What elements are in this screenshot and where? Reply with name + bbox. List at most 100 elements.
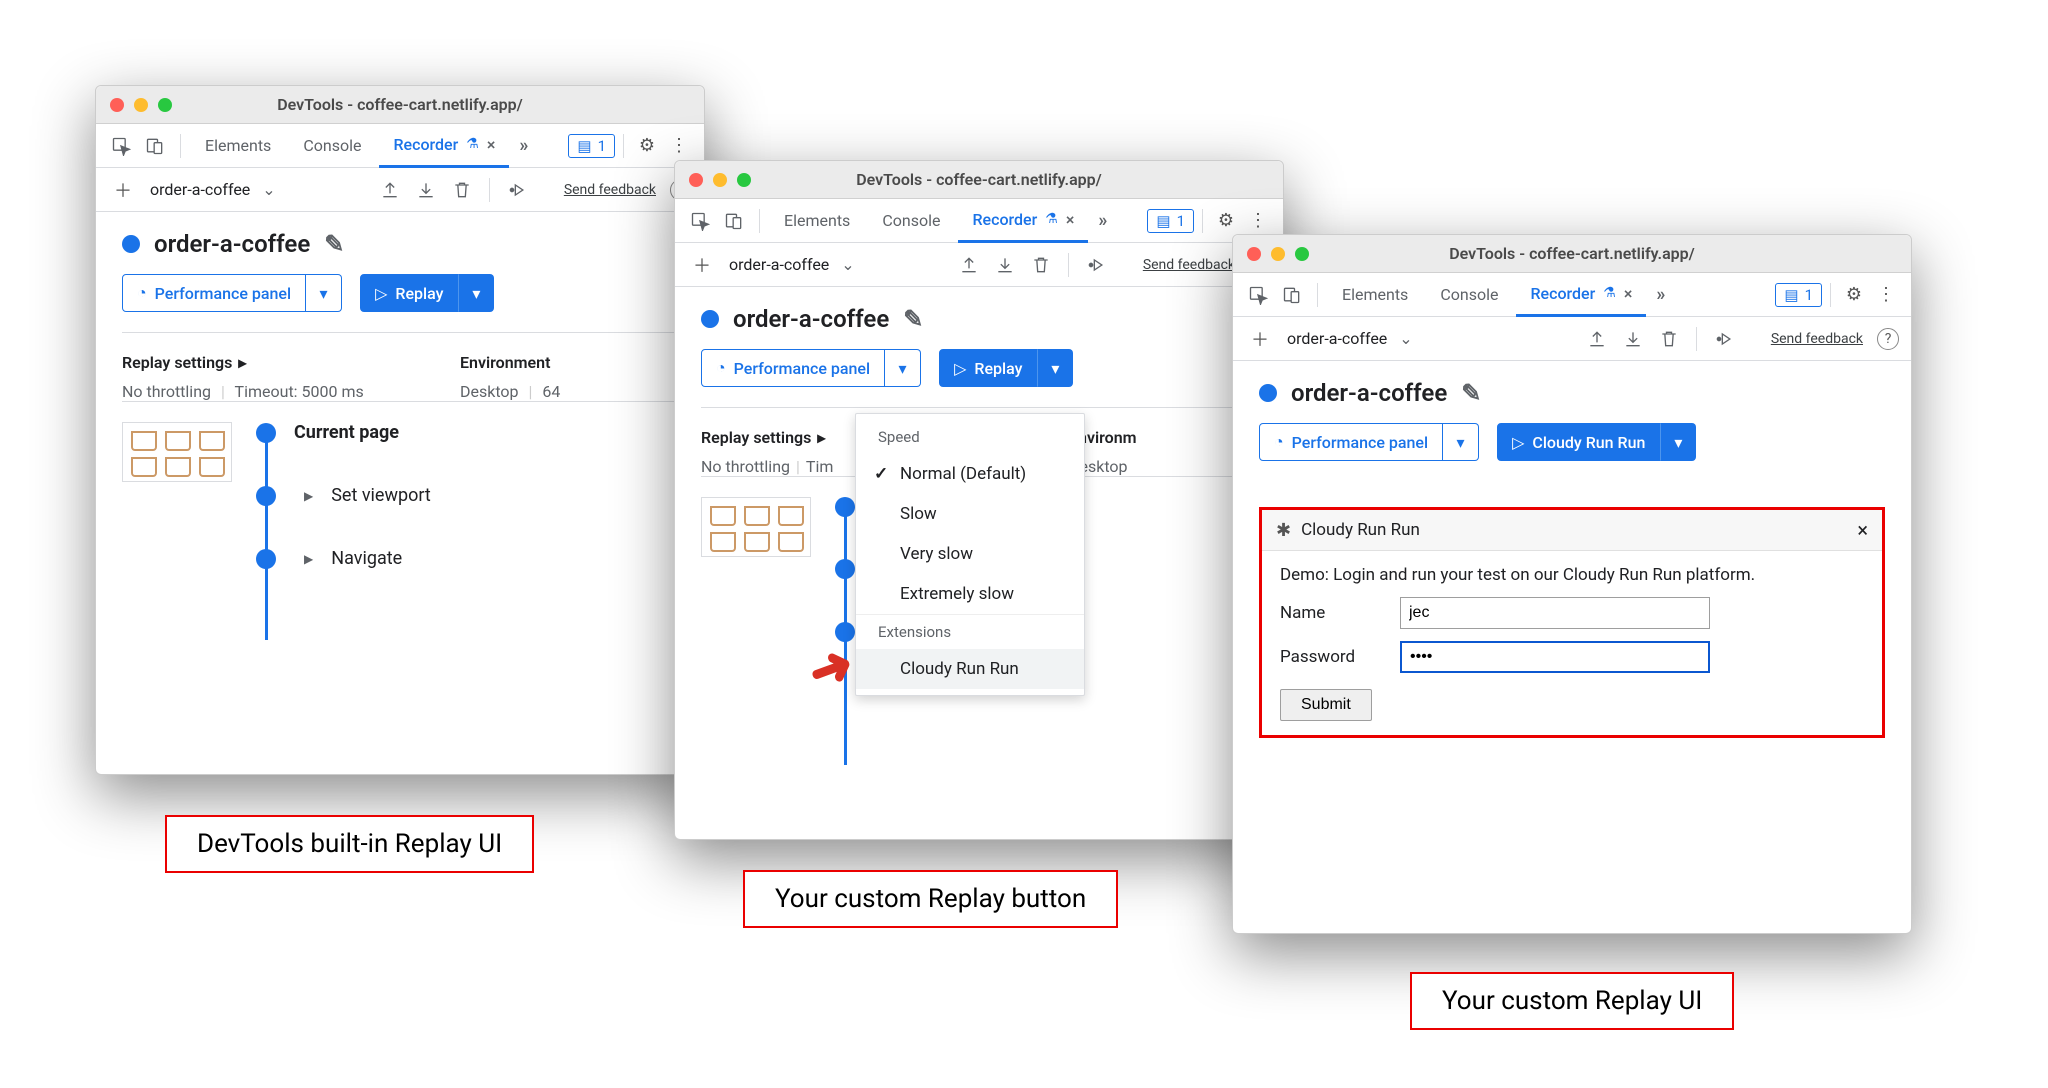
minimize-window-icon[interactable] [1271, 247, 1285, 261]
chevron-down-icon[interactable]: ⌄ [1399, 329, 1412, 348]
messages-badge[interactable]: ▤1 [1147, 209, 1194, 233]
gear-icon[interactable]: ⚙ [1839, 280, 1869, 310]
kebab-icon[interactable]: ⋮ [1871, 280, 1901, 310]
send-feedback-link[interactable]: Send feedback [1143, 257, 1235, 273]
net-value: 64 [542, 382, 560, 401]
replay-caret[interactable]: ▾ [458, 274, 494, 312]
replay-button[interactable]: ▷ Replay [360, 274, 458, 312]
speed-normal-item[interactable]: Normal (Default) [856, 454, 1084, 494]
speed-slow-item[interactable]: Slow [856, 494, 1084, 534]
close-window-icon[interactable] [689, 173, 703, 187]
device-icon[interactable] [140, 131, 170, 161]
device-icon[interactable] [719, 206, 749, 236]
edit-icon[interactable]: ✎ [903, 305, 923, 333]
password-input[interactable] [1400, 641, 1710, 673]
chevron-down-icon[interactable]: ⌄ [841, 255, 854, 274]
performance-panel-caret[interactable]: ▾ [306, 274, 342, 312]
close-icon[interactable]: × [1857, 518, 1868, 542]
tab-recorder[interactable]: Recorder ⚗ × [379, 124, 509, 168]
gear-icon[interactable]: ⚙ [632, 131, 662, 161]
speed-vslow-item[interactable]: Very slow [856, 534, 1084, 574]
step-current-page[interactable]: Current page [256, 422, 678, 443]
step-over-icon[interactable] [1709, 324, 1739, 354]
tab-console[interactable]: Console [289, 124, 375, 168]
replay-caret[interactable]: ▾ [1037, 349, 1073, 387]
password-label: Password [1280, 647, 1400, 667]
send-feedback-link[interactable]: Send feedback [564, 182, 656, 198]
close-tab-icon[interactable]: × [1624, 284, 1633, 303]
download-icon[interactable] [990, 250, 1020, 280]
inspect-icon[interactable] [1243, 280, 1273, 310]
tab-elements[interactable]: Elements [191, 124, 285, 168]
inspect-icon[interactable] [106, 131, 136, 161]
plus-icon[interactable]: ＋ [108, 175, 138, 205]
replay-button[interactable]: ▷Replay [939, 349, 1037, 387]
performance-panel-caret[interactable]: ▾ [885, 349, 921, 387]
inspect-icon[interactable] [685, 206, 715, 236]
replay-settings-header[interactable]: Replay settings▸ [122, 353, 400, 372]
help-icon[interactable]: ? [1877, 328, 1899, 350]
messages-badge[interactable]: ▤1 [568, 134, 615, 158]
upload-icon[interactable] [375, 175, 405, 205]
tab-elements[interactable]: Elements [1328, 273, 1422, 317]
tab-console[interactable]: Console [1426, 273, 1512, 317]
edit-icon[interactable]: ✎ [324, 230, 344, 258]
performance-panel-button[interactable]: ◔Performance panel [1259, 423, 1443, 461]
tab-recorder[interactable]: Recorder⚗× [958, 199, 1088, 243]
cloudy-run-caret[interactable]: ▾ [1660, 423, 1696, 461]
send-feedback-link[interactable]: Send feedback [1771, 331, 1863, 347]
close-tab-icon[interactable]: × [487, 135, 496, 154]
expand-icon[interactable]: ▶ [304, 489, 313, 503]
close-tab-icon[interactable]: × [1066, 210, 1075, 229]
step-over-icon[interactable] [502, 175, 532, 205]
close-window-icon[interactable] [1247, 247, 1261, 261]
plus-icon[interactable]: ＋ [687, 250, 717, 280]
plus-icon[interactable]: ＋ [1245, 324, 1275, 354]
extension-cloudy-item[interactable]: Cloudy Run Run [856, 649, 1084, 689]
step-dot-icon [256, 549, 276, 569]
maximize-window-icon[interactable] [158, 98, 172, 112]
performance-panel-button[interactable]: ◔ Performance panel [122, 274, 306, 312]
download-icon[interactable] [411, 175, 441, 205]
minimize-window-icon[interactable] [134, 98, 148, 112]
chevron-down-icon[interactable]: ⌄ [262, 180, 275, 199]
close-window-icon[interactable] [110, 98, 124, 112]
kebab-icon[interactable]: ⋮ [664, 131, 694, 161]
tab-console[interactable]: Console [868, 199, 954, 243]
tab-elements[interactable]: Elements [770, 199, 864, 243]
tab-recorder[interactable]: Recorder⚗× [1516, 273, 1646, 317]
edit-icon[interactable]: ✎ [1461, 379, 1481, 407]
performance-panel-button[interactable]: ◔Performance panel [701, 349, 885, 387]
step-over-icon[interactable] [1081, 250, 1111, 280]
maximize-window-icon[interactable] [1295, 247, 1309, 261]
device-icon[interactable] [1277, 280, 1307, 310]
minimize-window-icon[interactable] [713, 173, 727, 187]
submit-button[interactable]: Submit [1280, 689, 1372, 721]
more-tabs-icon[interactable]: » [519, 135, 528, 156]
trash-icon[interactable] [1654, 324, 1684, 354]
caption-custom-ui: Your custom Replay UI [1410, 972, 1734, 1030]
recording-name-dropdown[interactable]: order-a-coffee [729, 255, 829, 274]
upload-icon[interactable] [954, 250, 984, 280]
performance-panel-caret[interactable]: ▾ [1443, 423, 1479, 461]
window-title: DevTools - coffee-cart.netlify.app/ [1449, 244, 1695, 263]
expand-icon[interactable]: ▶ [304, 552, 313, 566]
trash-icon[interactable] [1026, 250, 1056, 280]
step-set-viewport[interactable]: ▶ Set viewport [256, 485, 678, 506]
caption-builtin: DevTools built-in Replay UI [165, 815, 534, 873]
recording-name-dropdown[interactable]: order-a-coffee [1287, 329, 1387, 348]
maximize-window-icon[interactable] [737, 173, 751, 187]
trash-icon[interactable] [447, 175, 477, 205]
messages-badge[interactable]: ▤1 [1775, 283, 1822, 307]
cloudy-run-button[interactable]: ▷Cloudy Run Run [1497, 423, 1660, 461]
kebab-icon[interactable]: ⋮ [1243, 206, 1273, 236]
more-tabs-icon[interactable]: » [1656, 284, 1665, 305]
speed-eslow-item[interactable]: Extremely slow [856, 574, 1084, 614]
gear-icon[interactable]: ⚙ [1211, 206, 1241, 236]
download-icon[interactable] [1618, 324, 1648, 354]
upload-icon[interactable] [1582, 324, 1612, 354]
name-input[interactable] [1400, 597, 1710, 629]
more-tabs-icon[interactable]: » [1098, 210, 1107, 231]
recording-name-dropdown[interactable]: order-a-coffee [150, 180, 250, 199]
step-navigate[interactable]: ▶ Navigate [256, 548, 678, 569]
